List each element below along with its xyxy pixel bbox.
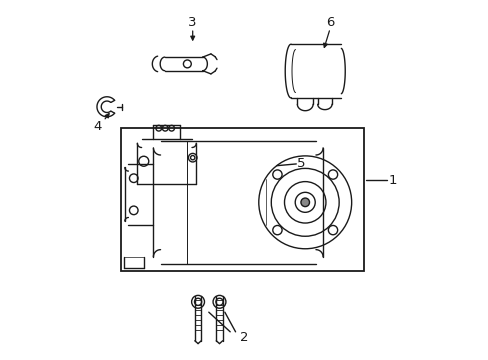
- Text: 5: 5: [297, 157, 305, 170]
- Bar: [121, 128, 364, 271]
- Circle shape: [300, 198, 309, 207]
- Text: 6: 6: [325, 16, 334, 29]
- Text: 2: 2: [240, 331, 248, 344]
- Text: 3: 3: [188, 15, 197, 28]
- Text: 1: 1: [387, 174, 396, 186]
- Text: 4: 4: [94, 120, 102, 133]
